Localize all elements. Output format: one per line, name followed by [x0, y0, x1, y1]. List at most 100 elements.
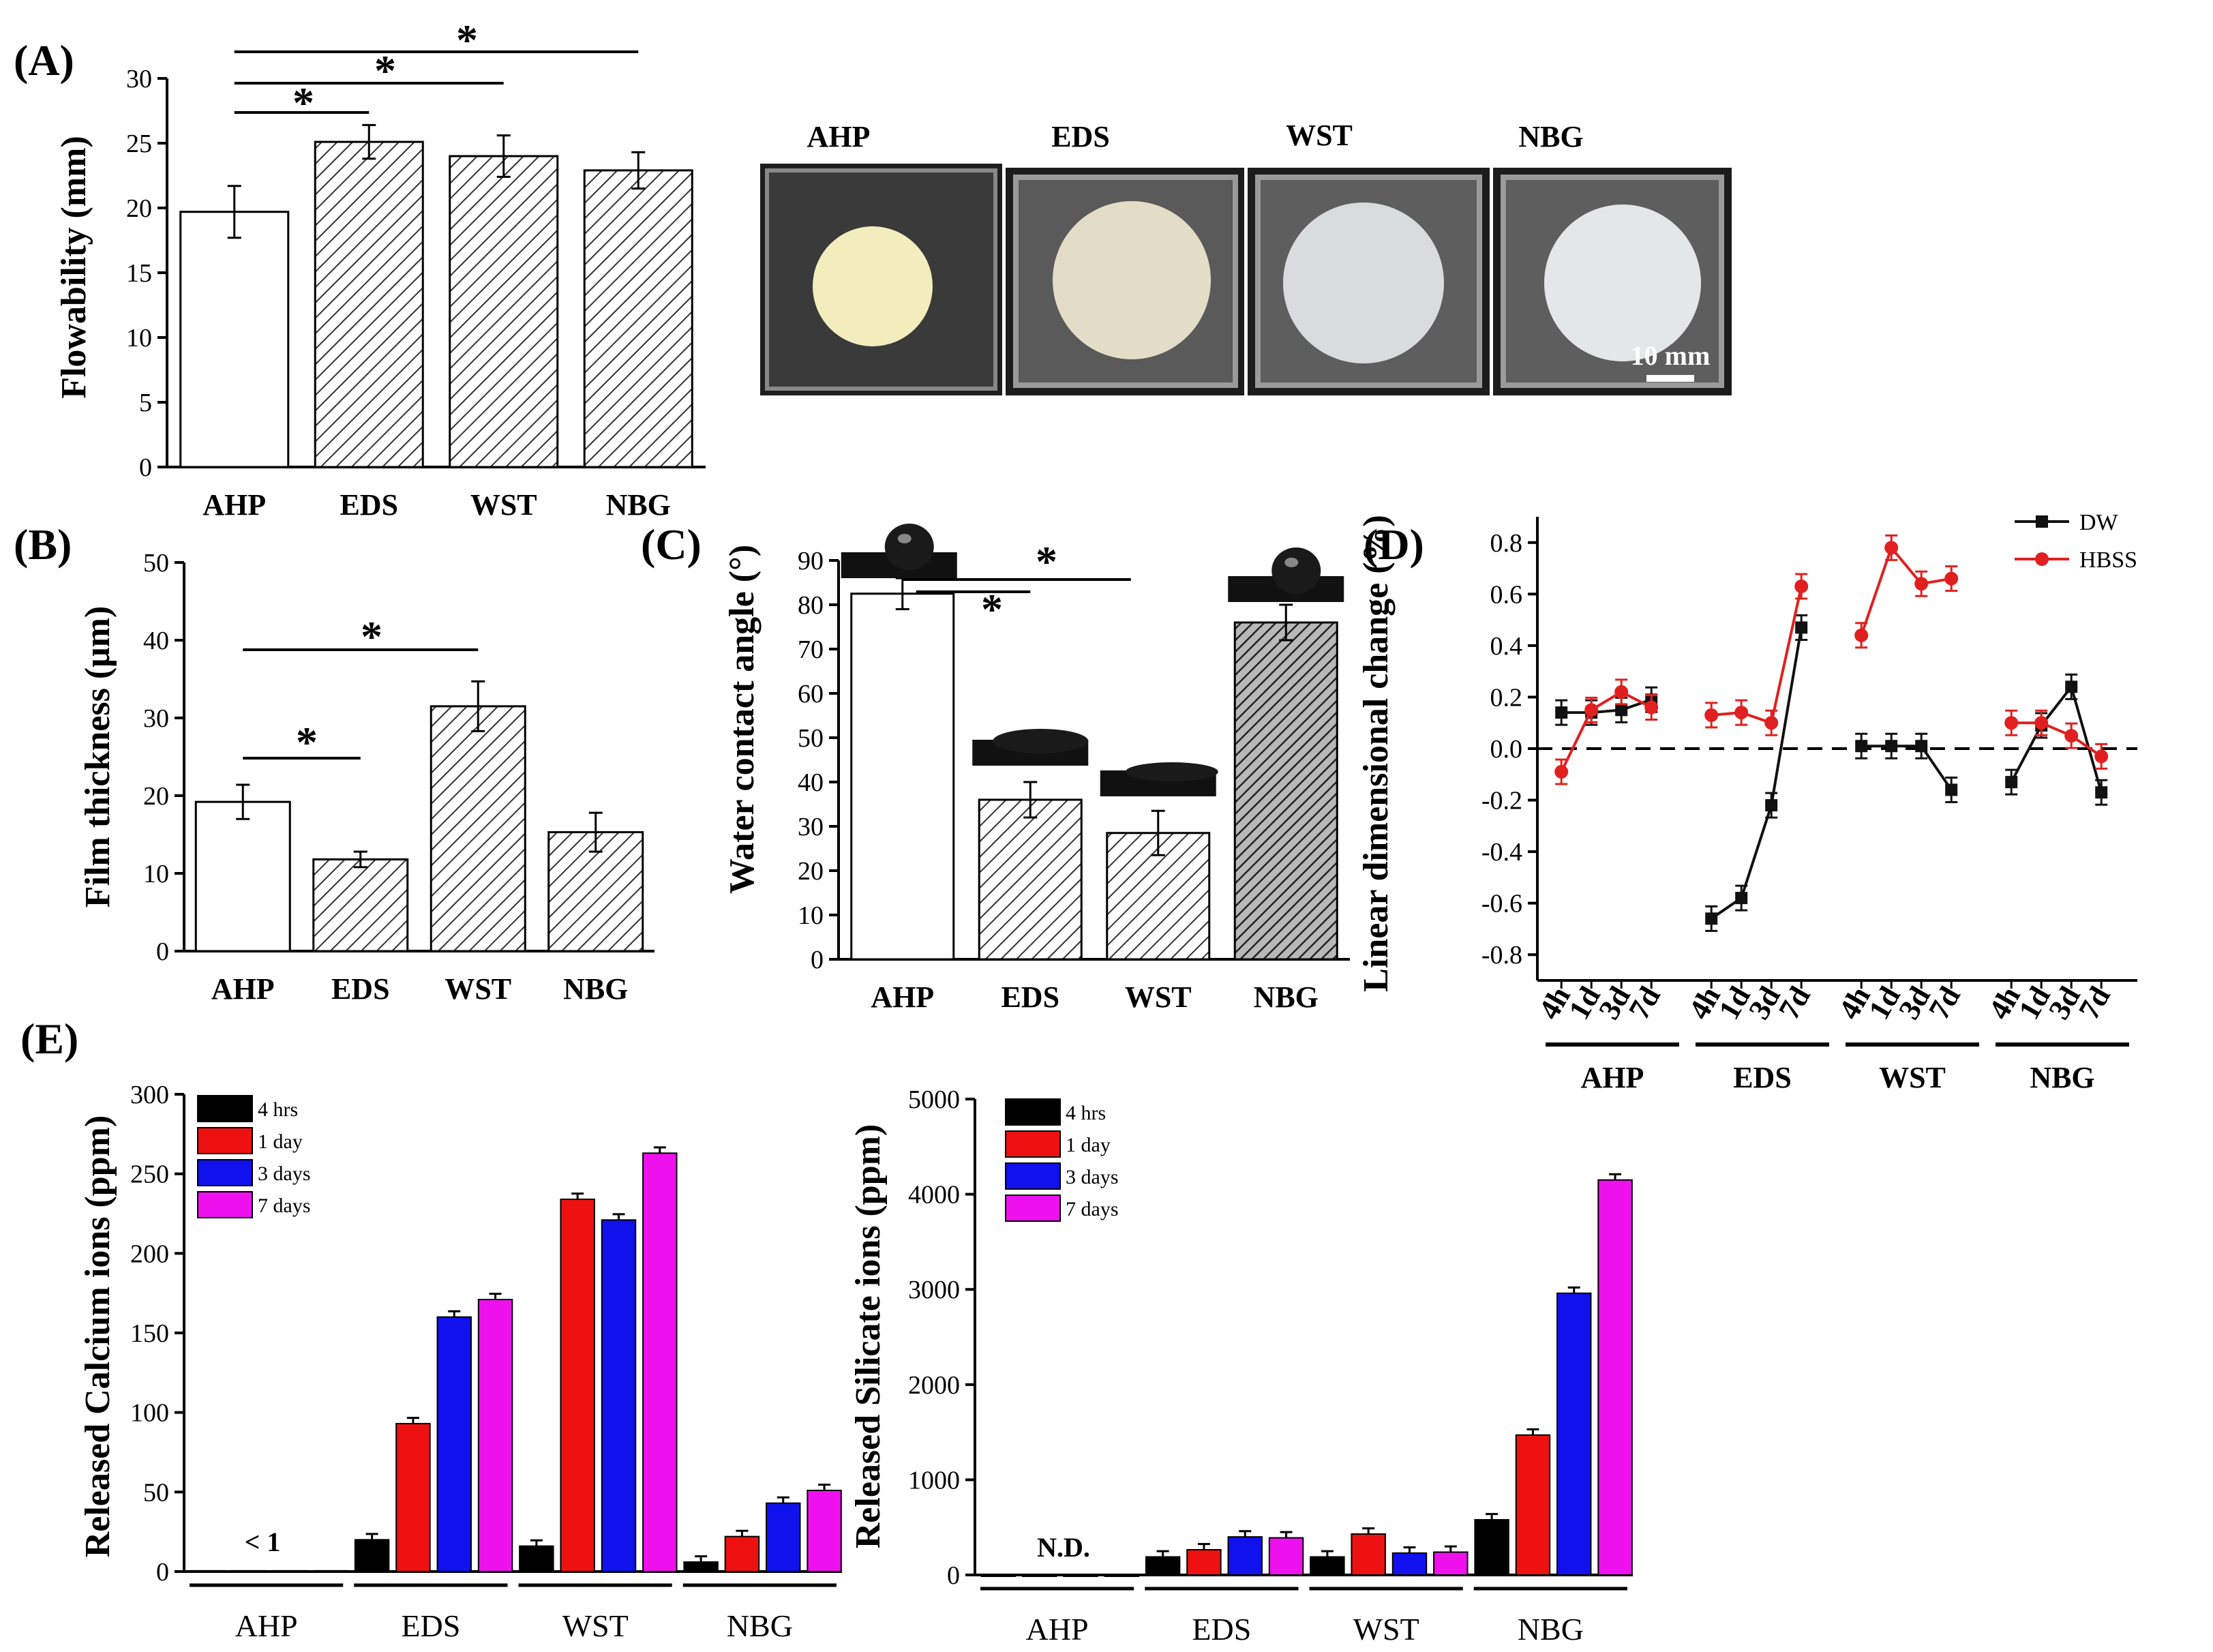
point-dw [1915, 740, 1928, 753]
category-label-B-wst: WST [445, 972, 511, 1006]
photo-label-ahp: AHP [807, 120, 871, 153]
legend-swatch-E1-0 [197, 1095, 253, 1122]
category-label-E2-nbg: NBG [1518, 1612, 1584, 1647]
y-tick-label-D: 0.2 [1490, 683, 1523, 712]
scale-bar-label: 10 mm [1631, 340, 1711, 371]
category-label-E1-eds: EDS [401, 1608, 460, 1643]
legend-swatch-E2-3 [1005, 1195, 1061, 1222]
y-tick-label-E1: 0 [156, 1558, 169, 1587]
point-hbss [2004, 716, 2019, 730]
bar-A-nbg [583, 169, 693, 468]
bar-E1-ahp-4-hrs [190, 1570, 226, 1573]
y-tick-label-D: -0.4 [1481, 838, 1522, 867]
panel-label-a: (A) [14, 36, 74, 85]
scale-bar [1646, 375, 1694, 382]
point-hbss [1644, 700, 1659, 715]
group-label-d-eds: EDS [1733, 1061, 1792, 1094]
y-tick-label-B: 20 [143, 782, 169, 811]
y-tick-label-C: 90 [798, 547, 824, 575]
significance-star-B: * [361, 612, 382, 661]
legend-marker-dw [2036, 515, 2048, 528]
category-label-C-nbg: NBG [1254, 980, 1319, 1014]
y-tick-label-D: -0.2 [1481, 787, 1522, 815]
bar-E2-eds-3-days [1227, 1536, 1263, 1576]
legend-swatch-E1-1 [197, 1127, 253, 1154]
category-label-A-wst: WST [470, 488, 537, 522]
point-dw [1705, 912, 1718, 925]
y-tick-label-D: 0.8 [1490, 529, 1523, 558]
annotation-E1: < 1 [245, 1527, 281, 1557]
point-dw [2095, 786, 2108, 799]
point-dw [2065, 680, 2078, 693]
y-tick-label-C: 80 [798, 591, 824, 620]
y-tick-label-E2: 0 [947, 1561, 960, 1590]
panel-label-e: (E) [20, 1015, 78, 1063]
x-tick-label-d: 7d [1772, 981, 1817, 1025]
bar-E1-nbg-1-day [724, 1535, 760, 1573]
point-dw [1885, 740, 1898, 753]
y-tick-label-A: 5 [139, 389, 152, 417]
category-label-B-nbg: NBG [563, 972, 628, 1006]
bar-E2-ahp-3-days [1063, 1574, 1098, 1577]
series-line-hbss-eds [1711, 586, 1803, 725]
category-label-E2-ahp: AHP [1026, 1612, 1089, 1647]
y-tick-label-A: 0 [139, 453, 152, 482]
y-tick-label-D: 0.0 [1490, 735, 1523, 764]
bar-E2-ahp-7-days [1104, 1574, 1140, 1577]
legend-label-E1-1: 1 day [258, 1130, 303, 1153]
photo-ahp [760, 164, 1002, 395]
y-tick-label-E2: 2000 [908, 1371, 960, 1400]
point-dw [1945, 783, 1958, 796]
bar-E1-wst-3-days [601, 1219, 637, 1573]
droplet-1 [993, 729, 1089, 753]
category-label-A-eds: EDS [340, 488, 398, 522]
legend-swatch-E2-1 [1005, 1130, 1061, 1158]
bar-E2-wst-4-hrs [1310, 1556, 1345, 1576]
panel-label-b: (B) [14, 520, 72, 569]
bar-E1-wst-7-days [642, 1152, 678, 1573]
photo-nbg: 10 mm [1493, 168, 1732, 395]
legend-label-E1-0: 4 hrs [258, 1098, 298, 1121]
legend-swatch-E1-3 [197, 1191, 253, 1218]
y-tick-label-C: 20 [798, 857, 824, 886]
bar-E1-nbg-4-hrs [683, 1561, 719, 1572]
bar-E1-nbg-7-days [807, 1490, 842, 1572]
point-hbss [2064, 729, 2079, 743]
point-hbss [1944, 571, 1959, 586]
y-tick-label-E1: 150 [130, 1319, 169, 1348]
y-tick-label-A: 30 [126, 65, 152, 93]
panel-a-flowability-chart: (A) Flowability (mm) 0 5 10 15 20 25 30 AHP EDS W… [14, 16, 706, 522]
panel-c-contact-angle-chart: (C) Water contact angle (°) 0 10 20 30 40 50 6… [641, 520, 1350, 1014]
bar-E1-ahp-7-days [313, 1570, 349, 1573]
legend-swatch-E2-0 [1005, 1098, 1061, 1126]
photo-label-nbg: NBG [1518, 120, 1583, 153]
y-tick-label-C: 0 [811, 946, 824, 974]
x-tick-label-d: 7d [2072, 981, 2117, 1025]
bar-E1-nbg-3-days [766, 1502, 801, 1573]
bar-B-eds [312, 858, 409, 952]
y-tick-label-E2: 1000 [908, 1466, 960, 1495]
bar-E1-ahp-3-days [272, 1570, 307, 1573]
y-tick-label-E1: 50 [143, 1478, 169, 1507]
panel-b-film-thickness-chart: (B) Film thickness (μm) 0 10 20 30 40 50 AHP ED… [14, 520, 654, 1006]
point-dw [2005, 776, 2018, 789]
point-dw [1795, 621, 1808, 634]
y-tick-label-B: 10 [143, 860, 169, 888]
point-hbss [1584, 703, 1599, 717]
y-tick-label-D: 0.6 [1490, 580, 1523, 609]
point-hbss [2034, 716, 2049, 730]
series-line-dw-ahp [1561, 698, 1652, 715]
category-label-C-eds: EDS [1001, 980, 1059, 1014]
bar-E2-nbg-1-day [1515, 1434, 1551, 1576]
legend-label-E2-3: 7 days [1066, 1198, 1119, 1220]
series-line-hbss-wst [1860, 545, 1952, 636]
legend-swatch-E2-2 [1005, 1162, 1061, 1190]
point-dw [1855, 740, 1868, 753]
bar-E1-eds-7-days [477, 1299, 513, 1572]
y-tick-label-E1: 100 [130, 1399, 169, 1428]
axis-title-c: Water contact angle (°) [723, 545, 762, 894]
series-line-dw-eds [1711, 627, 1803, 920]
category-label-C-ahp: AHP [871, 980, 934, 1014]
bar-A-eds [314, 140, 424, 468]
